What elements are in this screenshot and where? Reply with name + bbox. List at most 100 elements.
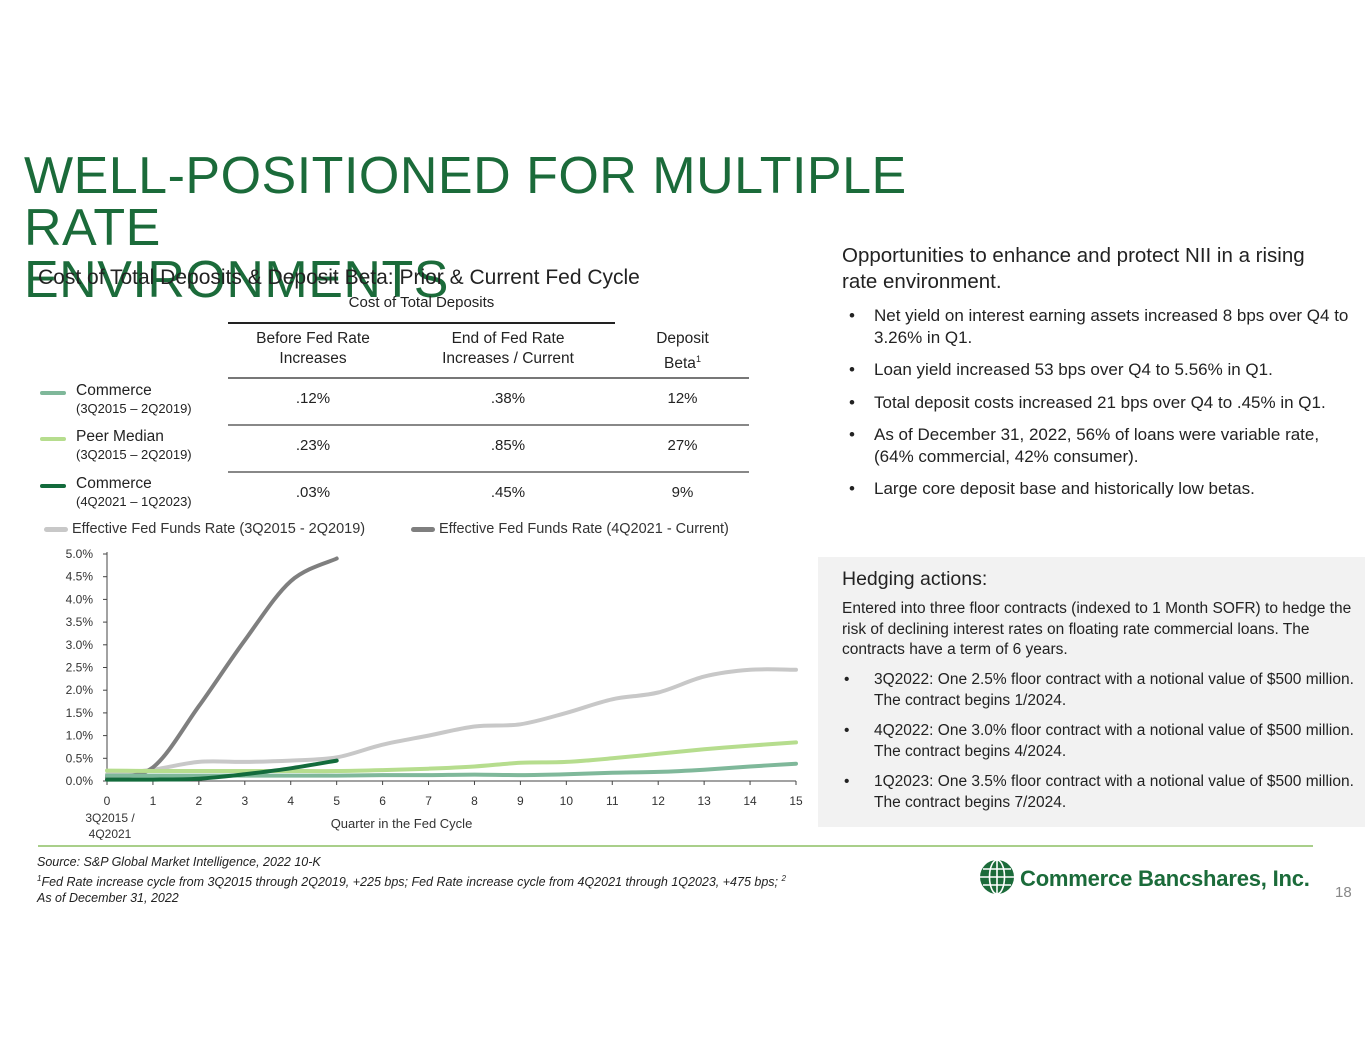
legend-item-current: Effective Fed Funds Rate (4Q2021 - Curre… <box>411 521 729 537</box>
header-beta-line-1: Deposit <box>656 330 709 347</box>
x-start-label: 4Q2021 <box>89 827 132 840</box>
x-tick-label: 5 <box>333 794 340 808</box>
row-1-period: (3Q2015 – 2Q2019) <box>76 401 192 416</box>
x-tick-label: 3 <box>241 794 248 808</box>
caption-divider <box>228 322 615 324</box>
header-divider <box>228 377 749 379</box>
header-beta-line-2: Beta <box>664 355 696 373</box>
row-1-label: Commerce (3Q2015 – 2Q2019) <box>76 382 192 418</box>
slide-title-line-2: ENVIRONMENTS <box>24 251 449 309</box>
x-start-label: 3Q2015 / <box>85 811 135 825</box>
legend-label-current: Effective Fed Funds Rate (4Q2021 - Curre… <box>439 521 729 537</box>
x-tick-label: 4 <box>287 794 294 808</box>
hedging-title: Hedging actions: <box>842 568 988 590</box>
row-2-swatch <box>40 437 66 441</box>
row-1-name: Commerce <box>76 382 152 399</box>
row-3-label: Commerce (4Q2021 – 1Q2023) <box>76 475 192 511</box>
globe-icon <box>980 859 1014 895</box>
row-divider <box>228 471 749 473</box>
header-beta-footnote: 1 <box>695 354 701 364</box>
y-tick-label: 3.5% <box>66 615 94 629</box>
legend-swatch-prior <box>44 526 68 532</box>
row-3-swatch <box>40 484 66 488</box>
series-line-1 <box>105 667 798 777</box>
footnote-mark-1: 1 <box>37 873 42 883</box>
list-item: 4Q2022: One 3.0% floor contract with a n… <box>842 721 1362 762</box>
list-item: Total deposit costs increased 21 bps ove… <box>846 392 1351 414</box>
source-note: Source: S&P Global Market Intelligence, … <box>37 855 321 869</box>
y-tick-label: 0.5% <box>66 751 94 765</box>
y-tick-label: 2.5% <box>66 661 94 675</box>
logo-text: Commerce Bancshares, Inc. <box>1020 866 1310 891</box>
list-item: Net yield on interest earning assets inc… <box>846 305 1351 348</box>
row-3-before: .03% <box>295 484 331 501</box>
row-2-beta: 27% <box>667 437 698 454</box>
y-tick-label: 0.0% <box>66 774 94 788</box>
list-item: As of December 31, 2022, 56% of loans we… <box>846 424 1351 467</box>
slide-title: WELL-POSITIONED FOR MULTIPLE RATE ENVIRO… <box>24 150 1024 306</box>
row-3-end: .45% <box>490 484 526 501</box>
y-tick-label: 4.5% <box>66 570 94 584</box>
row-divider <box>228 424 749 426</box>
x-tick-label: 14 <box>743 794 757 808</box>
x-tick-label: 6 <box>379 794 386 808</box>
footnote-1-text: Fed Rate increase cycle from 3Q2015 thro… <box>41 874 779 889</box>
series-line-2 <box>105 556 339 780</box>
hedging-intro: Entered into three floor contracts (inde… <box>842 600 1352 658</box>
chart-axis-labels: 0.0% 0.5% 1.0% 1.5% 2.0% 2.5% 3.0% 3.5% 4.0% 4.5%… <box>66 547 803 840</box>
row-1-beta: 12% <box>667 390 698 407</box>
x-tick-label: 15 <box>789 794 803 808</box>
row-1-end: .38% <box>490 390 526 407</box>
x-tick-label: 0 <box>104 794 111 808</box>
header-beta: Deposit Beta1 <box>630 329 735 374</box>
row-3-name: Commerce <box>76 475 152 492</box>
header-before-line-2: Increases <box>279 350 347 367</box>
row-3-beta: 9% <box>671 484 694 501</box>
row-1-before: .12% <box>295 390 331 407</box>
chart-heading: Cost of Total Deposits & Deposit Beta: P… <box>38 266 640 289</box>
row-2-end: .85% <box>490 437 526 454</box>
page-number: 18 <box>1335 884 1352 901</box>
legend-item-prior: Effective Fed Funds Rate (3Q2015 - 2Q201… <box>44 521 365 537</box>
x-tick-label: 7 <box>425 794 432 808</box>
x-tick-label: 1 <box>150 794 157 808</box>
row-2-label: Peer Median (3Q2015 – 2Q2019) <box>76 428 192 464</box>
fed-cycle-line-chart: 0.0% 0.5% 1.0% 1.5% 2.0% 2.5% 3.0% 3.5% 4.0% 4.5%… <box>66 547 803 840</box>
y-tick-label: 1.0% <box>66 729 94 743</box>
rate-footnote: 1Fed Rate increase cycle from 3Q2015 thr… <box>37 871 797 907</box>
list-item: Loan yield increased 53 bps over Q4 to 5… <box>846 359 1351 381</box>
hedging-panel: Hedging actions: Entered into three floo… <box>818 557 1365 827</box>
header-end-line-2: Increases / Current <box>442 350 574 367</box>
opportunities-list: Net yield on interest earning assets inc… <box>846 305 1351 511</box>
x-axis-title: Quarter in the Fed Cycle <box>331 816 473 831</box>
x-tick-label: 2 <box>196 794 203 808</box>
legend-label-prior: Effective Fed Funds Rate (3Q2015 - 2Q201… <box>72 521 366 537</box>
list-item: Large core deposit base and historically… <box>846 478 1351 500</box>
series-line-5 <box>105 758 339 782</box>
header-before: Before Fed Rate Increases <box>228 329 398 369</box>
chart-series <box>105 556 798 782</box>
x-tick-label: 8 <box>471 794 478 808</box>
header-end-line-1: End of Fed Rate <box>451 330 565 347</box>
row-2-before: .23% <box>295 437 331 454</box>
list-item: 1Q2023: One 3.5% floor contract with a n… <box>842 772 1362 813</box>
row-3-period: (4Q2021 – 1Q2023) <box>76 494 192 509</box>
x-tick-label: 9 <box>517 794 524 808</box>
row-1-swatch <box>40 391 66 395</box>
header-end: End of Fed Rate Increases / Current <box>410 329 606 369</box>
footer-divider <box>38 845 1313 847</box>
x-tick-label: 11 <box>606 794 619 808</box>
slide-title-line-1: WELL-POSITIONED FOR MULTIPLE RATE <box>24 147 907 257</box>
x-tick-label: 12 <box>652 794 666 808</box>
chart-axes <box>103 552 797 785</box>
company-logo: Commerce Bancshares, Inc. <box>978 858 1310 898</box>
x-tick-label: 13 <box>697 794 711 808</box>
row-2-name: Peer Median <box>76 428 164 445</box>
hedging-list: 3Q2022: One 2.5% floor contract with a n… <box>842 670 1362 823</box>
y-tick-label: 4.0% <box>66 592 94 606</box>
footnote-mark-2: 2 <box>781 873 786 883</box>
y-tick-label: 5.0% <box>66 547 94 561</box>
y-tick-label: 2.0% <box>66 683 94 697</box>
opportunities-heading: Opportunities to enhance and protect NII… <box>842 244 1305 293</box>
y-tick-label: 3.0% <box>66 638 94 652</box>
